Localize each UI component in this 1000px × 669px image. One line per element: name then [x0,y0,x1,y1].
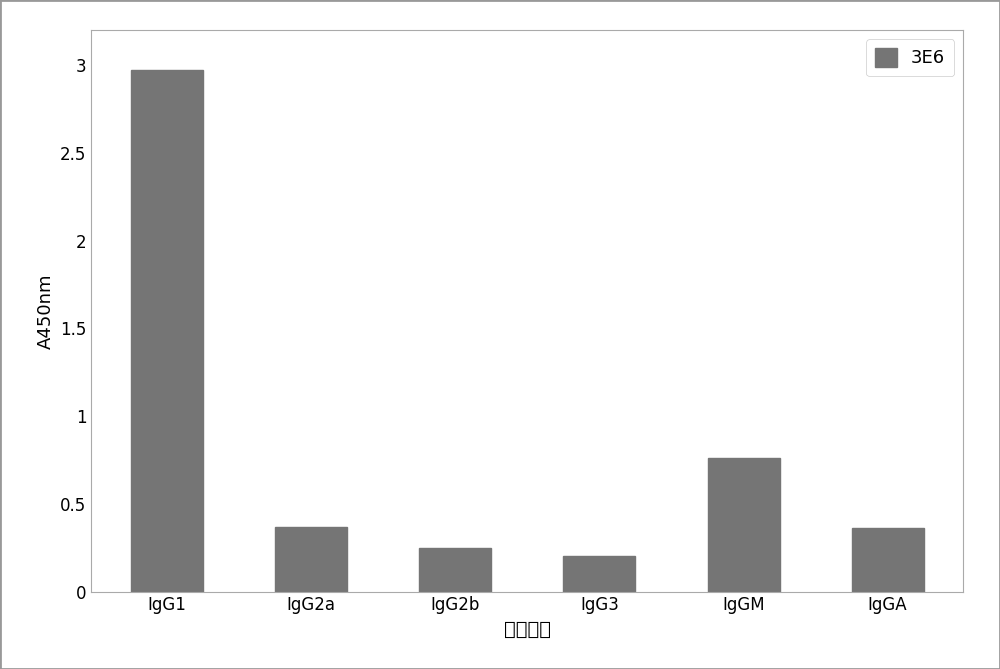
Bar [419,548,491,591]
Bar [563,557,635,591]
Bar [852,529,924,591]
Y-axis label: A450nm: A450nm [37,273,55,349]
Bar [708,458,780,591]
X-axis label: 抗体亚型: 抗体亚型 [504,620,551,639]
Bar [275,527,347,591]
Bar [131,70,203,591]
Legend: 3E6: 3E6 [866,39,954,76]
